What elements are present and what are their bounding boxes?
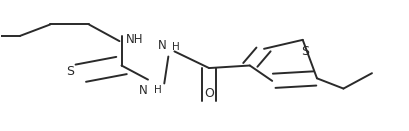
Text: NH: NH: [125, 33, 143, 47]
Text: O: O: [204, 87, 213, 100]
Text: H: H: [154, 85, 162, 95]
Text: S: S: [66, 65, 74, 78]
Text: N: N: [157, 39, 166, 52]
Text: H: H: [172, 42, 180, 52]
Text: N: N: [139, 84, 148, 97]
Text: S: S: [300, 45, 308, 58]
